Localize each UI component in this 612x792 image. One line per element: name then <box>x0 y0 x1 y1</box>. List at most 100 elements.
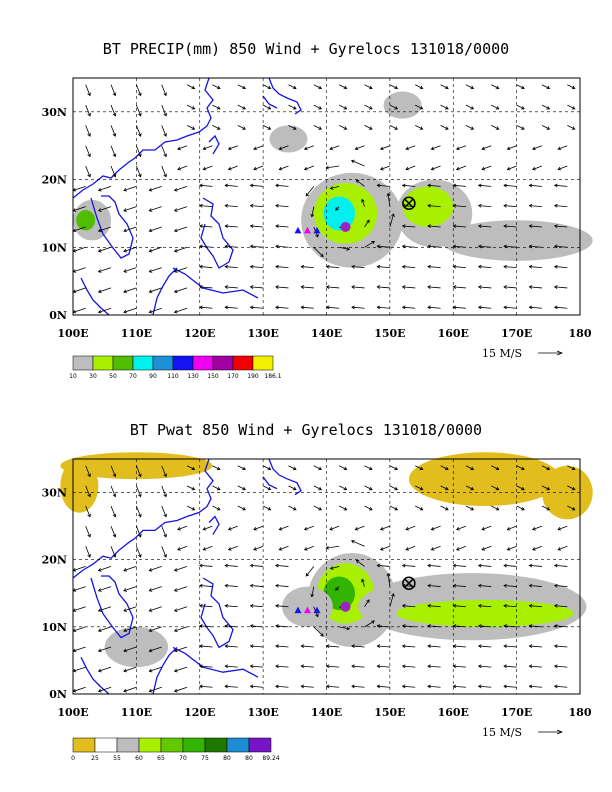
wind-arrow-shaft <box>554 685 568 688</box>
wind-arrow-shaft <box>304 165 314 170</box>
colorbar-swatch <box>232 355 254 371</box>
wind-arrow-shaft <box>203 145 213 150</box>
wind-arrow-head <box>532 547 536 551</box>
wind-arrow-head <box>351 305 355 310</box>
wind-arrow-head <box>87 533 91 538</box>
wind-arrow-shaft <box>453 564 466 567</box>
wind-arrow-shaft <box>149 226 162 232</box>
wind-arrow-shaft <box>149 586 162 592</box>
wind-arrow-shaft <box>377 266 390 268</box>
wind-arrow-head <box>278 526 283 531</box>
wind-arrow-shaft <box>250 605 264 608</box>
colorbar-label: 190 <box>247 373 259 380</box>
coast-segment <box>200 577 234 649</box>
wind-arrow-head <box>227 166 232 171</box>
wind-arrow-head <box>249 285 254 289</box>
wind-arrow-shaft <box>237 84 246 89</box>
wind-arrow-head <box>163 112 167 117</box>
wind-arrow-shaft <box>567 505 575 511</box>
wind-arrow-shaft <box>250 564 264 567</box>
wind-arrow-head <box>325 545 330 550</box>
lon-tick-label: 150E <box>374 706 405 719</box>
lon-tick-label: 120E <box>184 706 215 719</box>
wind-arrow-head <box>177 526 181 531</box>
wind-arrow-head <box>351 285 355 289</box>
wind-arrow-shaft <box>262 125 271 130</box>
wind-arrow-head <box>112 554 117 558</box>
wind-arrow-shaft <box>491 125 499 130</box>
colorbar-label: 186.1 <box>264 373 281 380</box>
wind-arrow-shaft <box>326 545 340 549</box>
wind-arrow-head <box>477 644 482 649</box>
colorbar-label: 60 <box>135 755 143 762</box>
wind-arrow-head <box>224 563 229 568</box>
coastline <box>72 77 302 316</box>
wind-arrow-head <box>401 563 406 568</box>
wind-arrow-shaft <box>554 665 568 668</box>
wind-arrow-shaft <box>541 485 550 490</box>
wind-arrow-shaft <box>123 646 137 652</box>
wind-arrow-head <box>401 305 406 310</box>
wind-arrow-head <box>427 603 431 608</box>
wind-arrow-shaft <box>237 104 246 110</box>
wind-arrow-shaft <box>491 104 499 110</box>
wind-arrow-shaft <box>98 185 112 191</box>
wind-arrow-head <box>528 285 533 289</box>
wind-arrow-shaft <box>123 267 137 273</box>
wind-arrow-head <box>394 486 399 491</box>
wind-arrow-head <box>401 603 406 608</box>
wind-arrow-shaft <box>149 246 162 252</box>
wind-arrow-head <box>123 608 127 612</box>
wind-arrow-shaft <box>402 685 416 688</box>
wind-arrow-head <box>427 644 431 649</box>
wind-arrow-shaft <box>253 165 264 170</box>
wind-arrow-shaft <box>73 646 86 652</box>
wind-arrow-shaft <box>440 485 449 490</box>
precip-map: 30N 20N 10N 0N 100E 110E 120E 130E 140E 150E 160E 1… <box>42 77 593 380</box>
colorbar-label: 170 <box>227 373 239 380</box>
wind-arrow-head <box>401 664 406 669</box>
wind-arrow-shaft <box>177 525 188 530</box>
wind-arrow-shaft <box>98 606 112 612</box>
wind-arrow-shaft <box>361 199 365 207</box>
wind-arrow-head <box>292 85 297 90</box>
wind-arrow-shaft <box>136 525 142 538</box>
wind-arrow-head <box>528 224 533 229</box>
wind-arrow-head <box>242 506 246 511</box>
gyre-center-marker <box>340 601 351 612</box>
wind-arrow-head <box>275 183 279 188</box>
wind-arrow-shaft <box>440 104 449 110</box>
wind-arrow-shaft <box>174 206 188 212</box>
colorbar-label: 150 <box>207 373 219 380</box>
wind-arrow-head <box>452 183 457 188</box>
wind-arrow-head <box>216 126 221 130</box>
wind-arrow-shaft <box>481 165 492 170</box>
wind-arrow-shaft <box>335 206 340 211</box>
wind-arrow-shaft <box>554 564 568 567</box>
wind-arrow-head <box>191 466 196 471</box>
wind-arrow-head <box>173 568 178 572</box>
graticule <box>73 459 580 694</box>
wind-arrow-shaft <box>174 185 188 191</box>
wind-arrow-shaft <box>199 286 213 289</box>
wind-arrow-head <box>249 624 254 628</box>
wind-arrow-shaft <box>288 505 297 511</box>
wind-arrow-head <box>376 664 381 669</box>
wind-arrow-shaft <box>389 104 398 110</box>
wind-arrow-head <box>97 568 102 572</box>
wind-arrow-head <box>401 183 406 188</box>
wind-arrow-head <box>138 173 142 178</box>
wind-arrow-head <box>224 203 229 208</box>
wind-arrow-shaft <box>431 145 441 150</box>
wind-arrow-head <box>427 684 431 689</box>
wind-arrow-shaft <box>481 145 492 150</box>
wind-arrow-shaft <box>402 625 416 628</box>
wind-arrow-head <box>87 554 91 558</box>
wind-arrow-head <box>202 526 207 531</box>
wind-arrow-shaft <box>149 267 162 273</box>
wind-arrow-head <box>267 85 272 90</box>
wind-arrow-head <box>571 85 576 90</box>
colorbar-swatch <box>204 737 228 753</box>
wind-arrow-shaft <box>453 665 466 668</box>
wind-arrow-head <box>191 126 196 130</box>
